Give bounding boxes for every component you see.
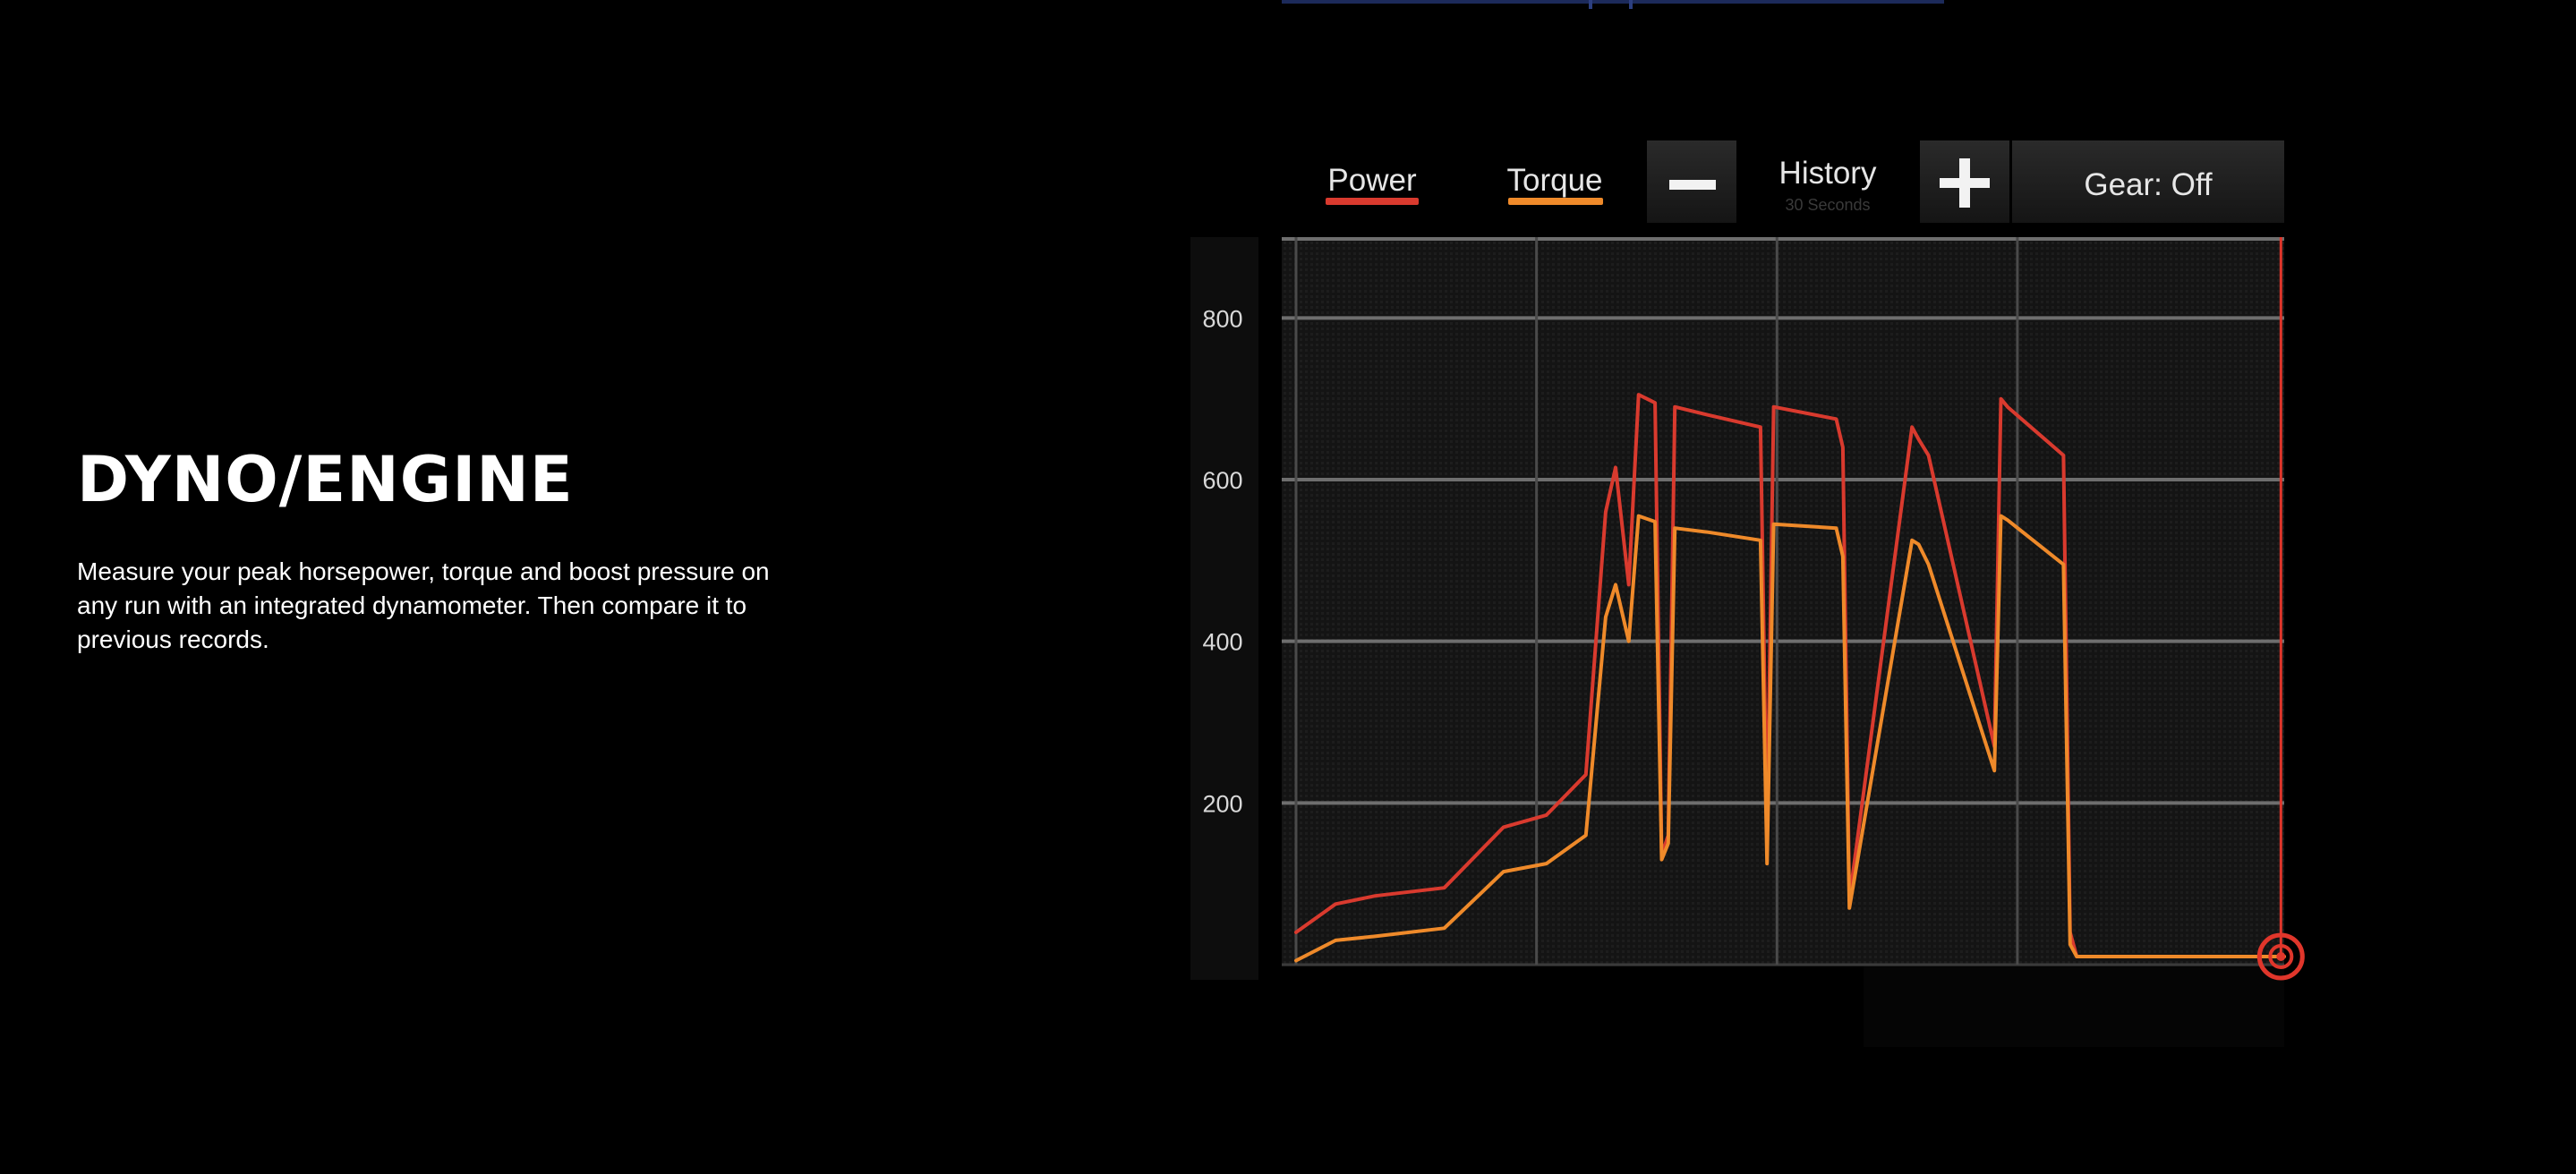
legend-torque-swatch (1508, 198, 1603, 205)
zoom-out-button[interactable] (1647, 140, 1736, 223)
gear-button-bg (2012, 140, 2284, 223)
legend-torque[interactable]: Torque (1506, 163, 1603, 205)
minus-icon (1669, 180, 1716, 190)
legend-power-label: Power (1327, 163, 1417, 198)
y-axis-ticks: 200 400 600 800 (1202, 305, 1242, 817)
y-axis-gutter (1190, 237, 1258, 980)
history-duration: 30 Seconds (1785, 196, 1870, 214)
cursor-handle-ring[interactable] (2256, 932, 2305, 981)
legend-power-swatch (1326, 198, 1419, 205)
y-tick-label: 600 (1202, 467, 1242, 494)
dyno-toolbar: Power Torque History 30 Seconds Gear: Of… (1326, 140, 2284, 223)
legend-power[interactable]: Power (1326, 163, 1419, 205)
top-divider-tick (1589, 0, 1592, 9)
chart-grid (1282, 237, 2284, 966)
time-cursor[interactable] (2256, 237, 2305, 981)
history-label: History (1779, 156, 1877, 191)
section-title: DYNO/ENGINE (77, 443, 574, 516)
plot-background (1282, 237, 2284, 966)
y-tick-label: 400 (1202, 629, 1242, 656)
y-tick-label: 800 (1202, 305, 1242, 332)
plus-icon (1940, 158, 1990, 208)
chart-series (1294, 393, 2286, 963)
gear-label: Gear: Off (2084, 167, 2213, 202)
history-control[interactable]: History 30 Seconds (1779, 156, 1877, 214)
cursor-handle-inner-ring (2268, 943, 2294, 969)
legend-torque-label: Torque (1506, 163, 1602, 198)
top-divider-tick (1629, 0, 1633, 9)
section-description: Measure your peak horsepower, torque and… (77, 557, 770, 653)
top-section-divider (1282, 0, 1944, 4)
y-tick-label: 200 (1202, 790, 1242, 817)
gear-button[interactable]: Gear: Off (2012, 140, 2284, 223)
cursor-handle-dot (2276, 951, 2286, 961)
series-line-torque (1294, 514, 2286, 963)
chart-panel: 200 400 600 800 (1190, 237, 2305, 1047)
plot-footer (1864, 966, 2284, 1047)
zoom-in-button[interactable] (1920, 140, 2009, 223)
